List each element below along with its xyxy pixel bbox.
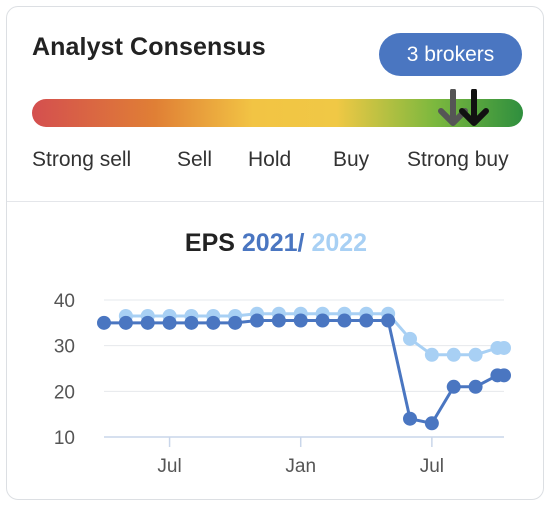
eps-legend-2022[interactable]: 2022 — [311, 229, 368, 257]
gauge-label-strong-sell: Strong sell — [32, 148, 132, 171]
x-tick-label: Jul — [420, 456, 444, 477]
data-point-2021 — [162, 315, 177, 330]
data-point-2021 — [497, 368, 511, 383]
data-point-2021 — [228, 315, 243, 330]
data-point-2021 — [271, 313, 286, 328]
y-tick-label: 10 — [54, 428, 75, 449]
gauge-labels: Strong sell Sell Hold Buy Strong buy — [7, 148, 543, 178]
data-point-2021 — [468, 379, 483, 394]
gauge-label-hold: Hold — [248, 148, 292, 171]
data-point-2021 — [424, 416, 439, 431]
brokers-badge[interactable]: 3 brokers — [379, 33, 522, 76]
data-point-2021 — [184, 315, 199, 330]
data-point-2022 — [424, 347, 439, 362]
arrow-down-icon — [458, 89, 489, 126]
data-point-2021 — [315, 313, 330, 328]
eps-title-separator: / — [297, 229, 305, 257]
data-point-2021 — [140, 315, 155, 330]
data-point-2021 — [118, 315, 133, 330]
data-point-2021 — [97, 315, 111, 330]
analyst-consensus-card: Analyst Consensus 3 brokers Strong sell … — [6, 6, 544, 500]
eps-chart-title: EPS 2021/ 2022 — [7, 229, 543, 258]
series-line-2021 — [104, 319, 504, 425]
data-point-2022 — [446, 347, 461, 362]
card-title: Analyst Consensus — [32, 33, 266, 61]
data-point-2021 — [381, 313, 396, 328]
data-point-2021 — [206, 315, 221, 330]
gauge-label-sell: Sell — [177, 148, 213, 171]
data-point-2022 — [468, 347, 483, 362]
x-tick-label: Jan — [285, 456, 316, 477]
data-point-2021 — [359, 313, 374, 328]
y-tick-label: 20 — [54, 382, 75, 403]
data-point-2021 — [250, 313, 265, 328]
eps-title-prefix: EPS — [184, 229, 235, 257]
y-tick-label: 30 — [54, 337, 75, 358]
arrow-down-icon — [438, 89, 469, 126]
data-point-2022 — [497, 340, 511, 355]
eps-line-chart: 10 20 30 40 Jul Jan Jul — [54, 291, 511, 477]
data-point-2022 — [403, 331, 418, 346]
gauge-label-buy: Buy — [333, 148, 370, 171]
gauge-label-strong-buy: Strong buy — [407, 148, 509, 171]
eps-legend-2021[interactable]: 2021 — [241, 229, 298, 257]
section-divider — [7, 201, 543, 202]
data-point-2021 — [446, 379, 461, 394]
x-tick-label: Jul — [157, 456, 181, 477]
data-point-2021 — [337, 313, 352, 328]
data-point-2021 — [293, 313, 308, 328]
data-point-2021 — [403, 411, 418, 426]
y-tick-label: 40 — [54, 291, 75, 312]
